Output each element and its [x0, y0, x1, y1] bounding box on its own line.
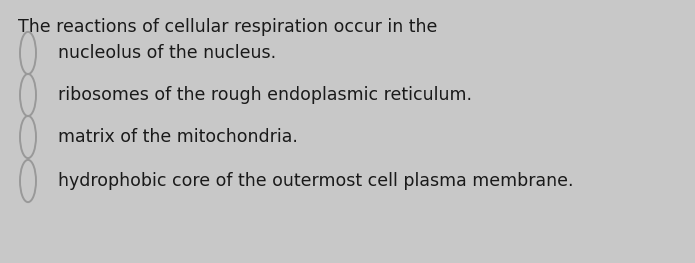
Text: The reactions of cellular respiration occur in the: The reactions of cellular respiration oc…: [18, 18, 437, 36]
Text: nucleolus of the nucleus.: nucleolus of the nucleus.: [58, 44, 276, 62]
Text: matrix of the mitochondria.: matrix of the mitochondria.: [58, 128, 298, 146]
Text: hydrophobic core of the outermost cell plasma membrane.: hydrophobic core of the outermost cell p…: [58, 172, 573, 190]
Text: ribosomes of the rough endoplasmic reticulum.: ribosomes of the rough endoplasmic retic…: [58, 86, 472, 104]
